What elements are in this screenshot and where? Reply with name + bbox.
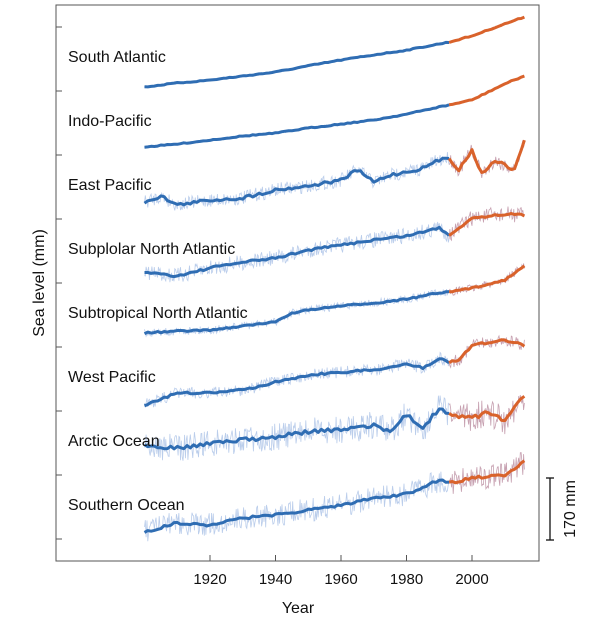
annual-reconstruction-line — [144, 351, 450, 408]
series-label: East Pacific — [68, 177, 152, 194]
annual-altimetry-line — [448, 394, 525, 435]
y-ticks — [56, 26, 62, 540]
reconstruction-line — [143, 290, 450, 336]
x-tick-label: 2000 — [455, 571, 488, 588]
reconstruction-line — [143, 407, 450, 451]
series-west-pacific — [143, 334, 526, 408]
series-label: South Atlantic — [68, 49, 166, 66]
annual-altimetry-line — [448, 452, 525, 494]
x-tick-label: 1980 — [390, 571, 423, 588]
annual-reconstruction-line — [144, 471, 450, 542]
altimetry-line — [448, 459, 526, 485]
series-label: Subplolar North Atlantic — [68, 241, 235, 258]
x-axis-label: Year — [282, 600, 315, 617]
x-ticks: 1920 1940 1960 1980 2000 — [193, 555, 489, 588]
altimetry-line — [448, 395, 526, 423]
series-subplolar-north-atlantic — [144, 206, 526, 283]
altimetry-line — [448, 338, 526, 365]
series-arctic-ocean — [143, 394, 526, 461]
annual-altimetry-line — [448, 206, 525, 242]
x-tick-label: 1940 — [259, 571, 292, 588]
annual-altimetry-line — [448, 334, 525, 369]
series-labels: South Atlantic Indo-Pacific East Pacific Su… — [68, 49, 248, 514]
series-label: West Pacific — [68, 369, 156, 386]
annual-reconstruction-line — [144, 152, 450, 211]
altimetry-line — [448, 212, 526, 237]
series-label: Indo-Pacific — [68, 113, 152, 130]
x-tick-label: 1960 — [324, 571, 357, 588]
scale-bar: 170 mm — [546, 477, 579, 541]
scale-bar-label: 170 mm — [562, 480, 579, 538]
reconstruction-line — [143, 156, 450, 207]
altimetry-line — [448, 15, 525, 44]
reconstruction-line — [144, 103, 450, 149]
series-subtropical-north-atlantic — [143, 263, 526, 338]
altimetry-line — [448, 74, 525, 107]
reconstruction-line — [144, 225, 451, 279]
altimetry-line — [449, 264, 526, 294]
annual-reconstruction-line — [144, 395, 450, 461]
series-label: Subtropical North Atlantic — [68, 305, 248, 322]
series-east-pacific — [143, 139, 526, 211]
x-tick-label: 1920 — [193, 571, 226, 588]
series-label: Arctic Ocean — [68, 433, 160, 450]
y-axis-label: Sea level (mm) — [31, 229, 48, 337]
reconstruction-line — [143, 478, 450, 534]
series-lines — [143, 15, 526, 542]
series-label: Southern Ocean — [68, 497, 185, 514]
altimetry-line — [447, 139, 526, 174]
reconstruction-line — [144, 40, 450, 89]
series-southern-ocean — [143, 452, 526, 542]
reconstruction-line — [143, 357, 450, 408]
series-south-atlantic — [144, 15, 525, 89]
series-indo-pacific — [144, 74, 525, 149]
annual-altimetry-line — [448, 140, 525, 178]
annual-reconstruction-line — [144, 288, 450, 338]
